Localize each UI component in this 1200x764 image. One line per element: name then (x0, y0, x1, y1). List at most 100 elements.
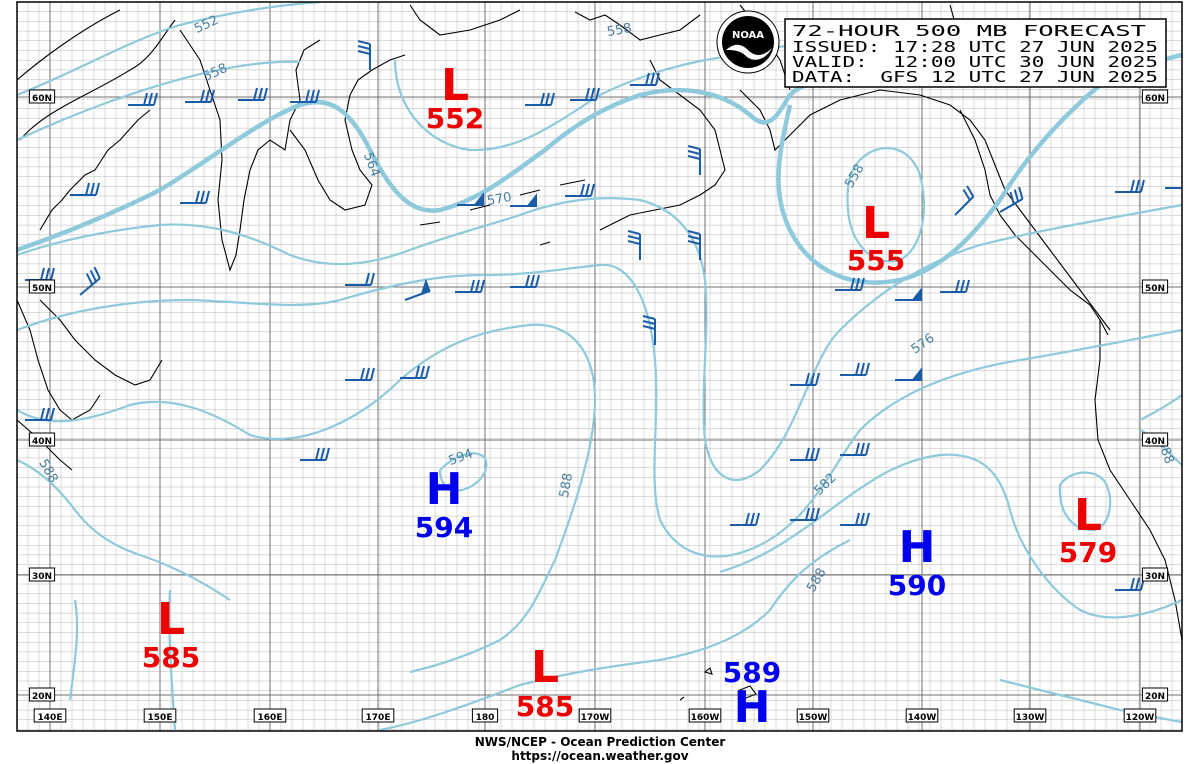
lon-label-160e-box (253, 708, 287, 723)
coast-alaska-west (609, 59, 726, 226)
lon-label-130w-text: 130W (1016, 713, 1045, 723)
lon-label-170w: 170W (578, 708, 612, 723)
lon-label-180-text: 180 (476, 713, 495, 723)
lon-label-150w: 150W (796, 708, 830, 723)
lat-lon-labels: 20N 20N 30N 30N 40N 40N 50N 50N 60N 60N 140E 150E 16… (28, 89, 1169, 723)
lon-label-140e: 140E (33, 708, 67, 723)
center-value: 594 (415, 511, 473, 544)
wind-barb (1165, 187, 1182, 189)
lon-label-160w-box (688, 708, 722, 723)
wind-barb (954, 185, 975, 216)
contour-588-south (379, 539, 851, 731)
center-letter: L (1074, 490, 1102, 541)
contour-label-558: 558 (606, 21, 633, 40)
lon-label-140w: 140W (905, 708, 939, 723)
lon-label-120w-box (1123, 708, 1157, 723)
footer-url[interactable]: https://ocean.weather.gov (511, 749, 689, 763)
lon-label-170e: 170E (361, 708, 395, 723)
lat-label-left-60n-text: 60N (32, 94, 52, 104)
wind-barb (404, 278, 431, 301)
wind-barb (895, 367, 922, 381)
wind-barb (565, 183, 595, 197)
coast-hawaii (679, 667, 757, 701)
wind-barb (687, 145, 701, 175)
lat-label-right-20n-text: 20N (1145, 692, 1165, 702)
lon-label-150e: 150E (143, 708, 177, 723)
wind-barb (510, 193, 537, 207)
contour-label-558: 558 (201, 61, 230, 85)
wind-barb (687, 230, 701, 260)
wind-barb (570, 87, 600, 101)
lon-label-150e-text: 150E (148, 713, 173, 723)
lat-label-left-40n-box (28, 432, 56, 447)
forecast-header: 72-HOUR 500 MB FORECAST ISSUED: 17:28 UT… (784, 18, 1167, 88)
lat-label-right-30n: 30N (1141, 567, 1169, 582)
wind-barb (238, 87, 268, 101)
header-title: 72-HOUR 500 MB FORECAST (792, 22, 1146, 40)
coast-kuriles (39, 299, 163, 386)
map-frame (16, 1, 1183, 732)
center-letter: L (862, 198, 890, 249)
contour-left-lower (68, 589, 177, 731)
wind-barb (185, 89, 215, 103)
lon-label-140e-box (33, 708, 67, 723)
wind-barb (290, 89, 320, 103)
header-data: DATA: GFS 12 UTC 27 JUN 2025 (792, 68, 1158, 86)
height-contours (17, 2, 1182, 731)
wind-barb (357, 40, 371, 70)
lon-label-130w: 130W (1013, 708, 1047, 723)
lat-label-right-60n: 60N (1141, 89, 1169, 104)
lat-label-left-40n: 40N (28, 432, 56, 447)
wind-barb (642, 315, 656, 345)
wind-barb (457, 192, 484, 206)
lon-label-170e-text: 170E (366, 713, 391, 723)
lat-label-left-30n-box (28, 567, 56, 582)
lon-label-160w-text: 160W (691, 713, 720, 723)
center-letter: H (734, 682, 771, 733)
wind-barb (940, 279, 970, 293)
center-letter: L (441, 60, 469, 111)
lat-label-right-60n-text: 60N (1145, 94, 1165, 104)
footer-agency: NWS/NCEP - Ocean Prediction Center (474, 735, 726, 749)
wind-barb (835, 277, 865, 291)
lat-label-right-40n: 40N (1141, 432, 1169, 447)
center-value: 555 (847, 244, 905, 277)
lon-label-180-box (471, 708, 499, 723)
lat-label-right-50n-text: 50N (1145, 284, 1165, 294)
contour-552 (17, 2, 321, 97)
lat-label-right-40n-text: 40N (1145, 437, 1165, 447)
wind-barb (300, 447, 330, 461)
lon-label-140w-box (905, 708, 939, 723)
lat-label-left-60n: 60N (28, 89, 56, 104)
contour-label-576: 576 (909, 331, 938, 358)
contour-579-closed (1058, 471, 1112, 532)
wind-barb (128, 92, 158, 106)
header-box (784, 18, 1167, 88)
contour-label-588: 588 (557, 472, 576, 499)
coast-siberia-ne (409, 4, 701, 41)
wind-barb (790, 372, 820, 386)
contour-bottom-right (999, 678, 1182, 724)
wind-barb (630, 72, 660, 86)
header-issued: ISSUED: 17:28 UTC 27 JUN 2025 (792, 38, 1158, 56)
lat-label-left-20n: 20N (28, 687, 56, 702)
center-letter: L (531, 642, 559, 693)
wind-barb (345, 272, 375, 286)
lat-label-left-50n: 50N (28, 279, 56, 294)
lon-label-160w: 160W (688, 708, 722, 723)
lon-label-150e-box (143, 708, 177, 723)
wind-barb (70, 182, 100, 196)
contour-label-570: 570 (486, 190, 513, 209)
lon-label-130w-box (1013, 708, 1047, 723)
wind-barb (840, 512, 870, 526)
lat-label-left-30n: 30N (28, 567, 56, 582)
center-letter: L (157, 594, 185, 645)
center-letter: H (899, 522, 936, 573)
noaa-logo-text: NOAA (732, 30, 764, 41)
contour-588-east (719, 453, 1182, 619)
lat-label-right-20n: 20N (1141, 687, 1169, 702)
coast-kamchatka (17, 9, 176, 231)
